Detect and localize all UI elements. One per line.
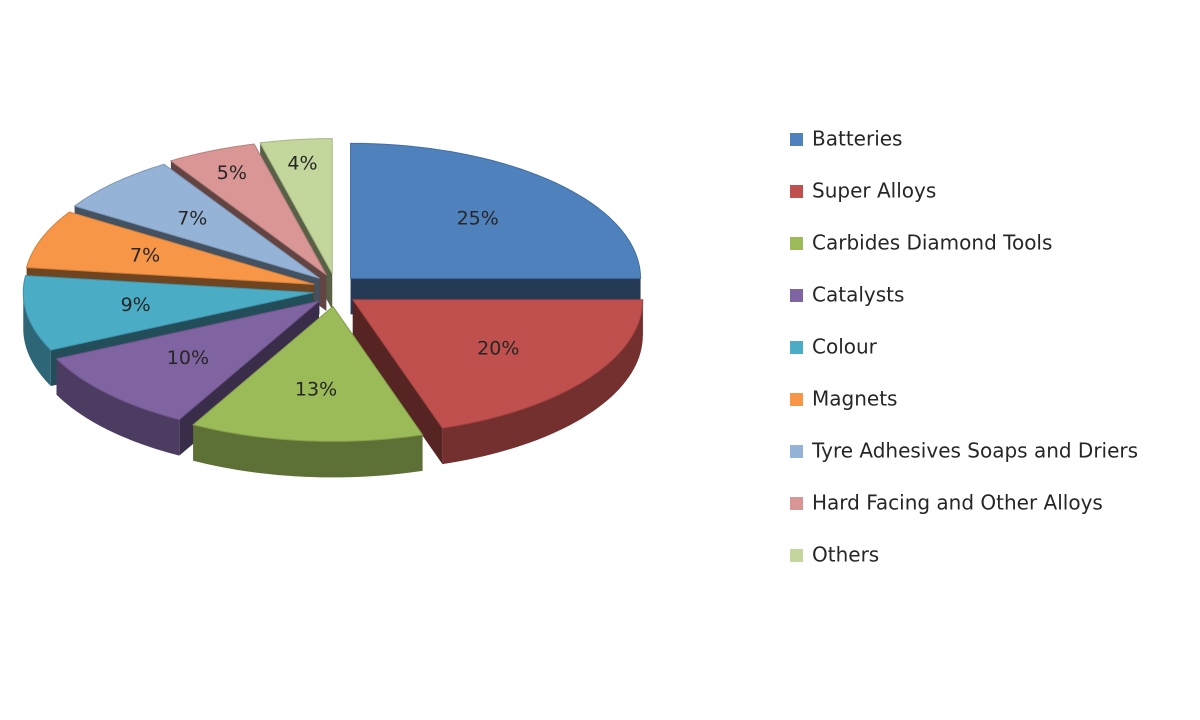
slice: [73, 163, 320, 279]
legend-label: Carbides Diamond Tools: [812, 231, 1052, 255]
legend-swatch: [790, 289, 803, 302]
data-label: 25%: [457, 208, 499, 230]
slice: [22, 275, 314, 351]
legend-label: Others: [812, 543, 879, 567]
legend-swatch: [790, 497, 803, 510]
slice: [351, 299, 644, 429]
legend-swatch: [790, 133, 803, 146]
slice-tops: [22, 138, 644, 442]
legend: Batteries Super Alloys Carbides Diamond To…: [790, 127, 1138, 567]
data-label: 7%: [177, 208, 207, 230]
data-label: 9%: [121, 294, 151, 316]
legend-label: Batteries: [812, 127, 902, 151]
slice-wall: [193, 424, 423, 478]
legend-swatch: [790, 549, 803, 562]
data-labels: 25% 20% 13% 10% 9% 7% 7% 5% 4%: [121, 152, 520, 400]
legend-label: Catalysts: [812, 283, 904, 307]
slice-wall: [442, 299, 643, 465]
slice: [259, 138, 333, 274]
data-label: 7%: [130, 245, 160, 267]
legend-swatch: [790, 237, 803, 250]
slice: [55, 300, 320, 421]
legend-label: Hard Facing and Other Alloys: [812, 491, 1103, 515]
legend-swatch: [790, 393, 803, 406]
legend-swatch: [790, 185, 803, 198]
slice: [25, 211, 315, 285]
legend-swatch: [790, 445, 803, 458]
legend-label: Super Alloys: [812, 179, 936, 203]
slice: [169, 143, 327, 276]
legend-label: Colour: [812, 335, 878, 359]
slice: [350, 142, 642, 279]
slice-wall: [23, 292, 51, 387]
data-label: 13%: [295, 378, 337, 400]
legend-label: Magnets: [812, 387, 897, 411]
data-label: 10%: [167, 347, 209, 369]
slice-cut-face: [352, 299, 443, 465]
data-label: 5%: [217, 162, 247, 184]
legend-swatch: [790, 341, 803, 354]
data-label: 4%: [287, 152, 317, 174]
legend-label: Tyre Adhesives Soaps and Driers: [811, 439, 1138, 463]
data-label: 20%: [477, 337, 519, 359]
slice: [192, 305, 424, 442]
